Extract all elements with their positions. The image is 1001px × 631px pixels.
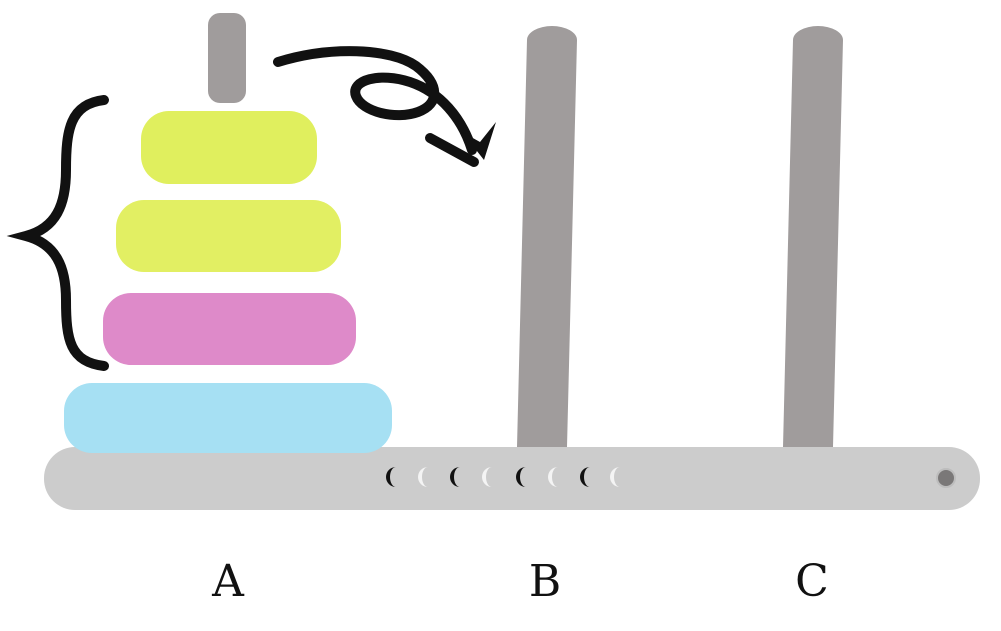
curved-loop-arrow-icon [273,46,496,167]
base-markings [386,467,620,487]
base-screw [936,468,956,488]
peg-a [208,13,246,103]
curly-brace-icon [6,95,109,371]
disk-third [103,293,356,365]
disk-second [116,200,341,272]
peg-label-c: C [795,556,829,607]
base-board [44,447,980,510]
peg-c [783,26,843,447]
disk-bottom [64,383,392,453]
peg-b [517,26,577,447]
peg-label-b: B [529,556,561,607]
peg-label-a: A [211,556,245,607]
disk-top [141,111,317,184]
